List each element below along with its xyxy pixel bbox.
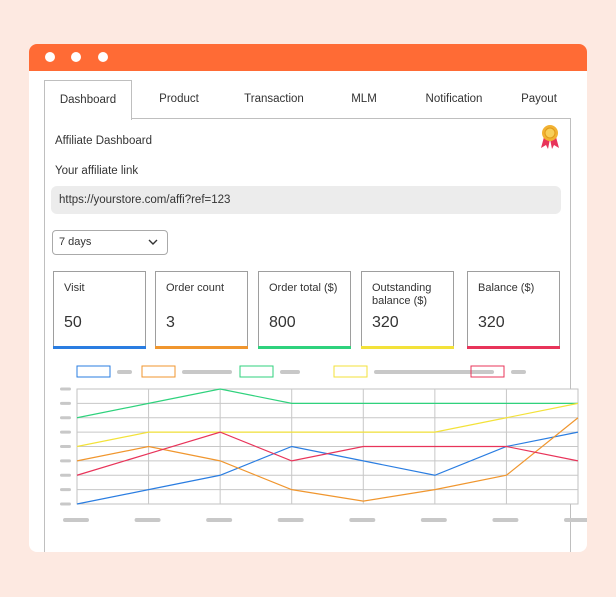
stat-card-title: Balance ($) xyxy=(478,282,535,294)
y-tick-label-placeholder xyxy=(60,473,71,477)
y-tick-label-placeholder xyxy=(60,416,71,420)
stat-card-accent xyxy=(361,346,454,349)
legend-label-placeholder xyxy=(280,370,300,374)
line-chart xyxy=(60,365,587,522)
tab-dashboard[interactable]: Dashboard xyxy=(44,80,132,120)
y-tick-label-placeholder xyxy=(60,401,71,405)
x-tick-label-placeholder xyxy=(420,518,447,522)
x-tick-label-placeholder xyxy=(277,518,304,522)
series-line xyxy=(76,431,579,476)
page-title: Affiliate Dashboard xyxy=(55,135,152,147)
stat-card-title: Order total ($) xyxy=(269,282,338,294)
tab-transaction[interactable]: Transaction xyxy=(244,93,304,105)
stat-card-title: Visit xyxy=(64,282,85,294)
affiliate-link-label: Your affiliate link xyxy=(55,165,139,177)
period-select[interactable]: 7 days xyxy=(52,230,168,255)
stat-card-accent xyxy=(155,346,248,349)
tab-bar-divider xyxy=(132,118,571,119)
stat-card-outstanding-balance: Outstanding balance ($) 320 xyxy=(361,271,454,349)
legend-label-placeholder xyxy=(117,370,132,374)
stat-card-visit: Visit 50 xyxy=(53,271,146,349)
stat-card-accent xyxy=(53,346,146,349)
stat-card-accent xyxy=(467,346,560,349)
stat-card-value: 50 xyxy=(64,314,82,331)
x-tick-label-placeholder xyxy=(349,518,376,522)
tab-product[interactable]: Product xyxy=(159,93,199,105)
award-ribbon-icon xyxy=(541,125,559,149)
series-line xyxy=(76,402,579,448)
tab-notification[interactable]: Notification xyxy=(425,93,483,105)
window-titlebar xyxy=(29,44,587,71)
series-line xyxy=(76,388,578,419)
chevron-down-icon xyxy=(148,239,158,245)
legend-label-placeholder xyxy=(182,370,232,374)
stat-card-order-count: Order count 3 xyxy=(155,271,248,349)
x-tick-label-placeholder xyxy=(564,518,587,522)
y-tick-label-placeholder xyxy=(60,488,71,492)
period-select-value: 7 days xyxy=(59,236,92,248)
stat-card-balance: Balance ($) 320 xyxy=(467,271,560,349)
stat-card-value: 320 xyxy=(478,314,505,331)
window-dot-icon[interactable] xyxy=(71,52,81,62)
affiliate-link-field[interactable]: https://yourstore.com/affi?ref=123 xyxy=(51,186,561,214)
tab-bar: Dashboard Product Transaction MLM Notifi… xyxy=(44,80,571,120)
series-line xyxy=(76,417,579,502)
y-tick-label-placeholder xyxy=(60,502,71,506)
app-window: Dashboard Product Transaction MLM Notifi… xyxy=(29,44,587,552)
legend-swatch xyxy=(76,365,111,378)
y-tick-label-placeholder xyxy=(60,459,71,463)
legend-swatch xyxy=(141,365,176,378)
x-tick-label-placeholder xyxy=(206,518,233,522)
dashboard-panel xyxy=(44,118,571,552)
x-tick-label-placeholder xyxy=(492,518,519,522)
stat-card-title: Order count xyxy=(166,282,225,294)
tab-payout[interactable]: Payout xyxy=(521,93,557,105)
legend-swatch xyxy=(333,365,368,378)
stat-card-accent xyxy=(258,346,351,349)
legend-label-placeholder xyxy=(511,370,526,374)
stat-card-order-total: Order total ($) 800 xyxy=(258,271,351,349)
legend-swatch xyxy=(239,365,274,378)
stat-card-value: 3 xyxy=(166,314,175,331)
y-tick-label-placeholder xyxy=(60,387,71,391)
window-dot-icon[interactable] xyxy=(45,52,55,62)
legend-swatch xyxy=(470,365,505,378)
y-tick-label-placeholder xyxy=(60,430,71,434)
x-tick-label-placeholder xyxy=(63,518,89,522)
stat-card-title: Outstanding balance ($) xyxy=(372,282,432,307)
legend-label-placeholder xyxy=(374,370,494,374)
tab-mlm[interactable]: MLM xyxy=(351,93,377,105)
stat-card-value: 800 xyxy=(269,314,296,331)
stat-card-value: 320 xyxy=(372,314,399,331)
x-tick-label-placeholder xyxy=(134,518,161,522)
y-tick-label-placeholder xyxy=(60,445,71,448)
window-dot-icon[interactable] xyxy=(98,52,108,62)
